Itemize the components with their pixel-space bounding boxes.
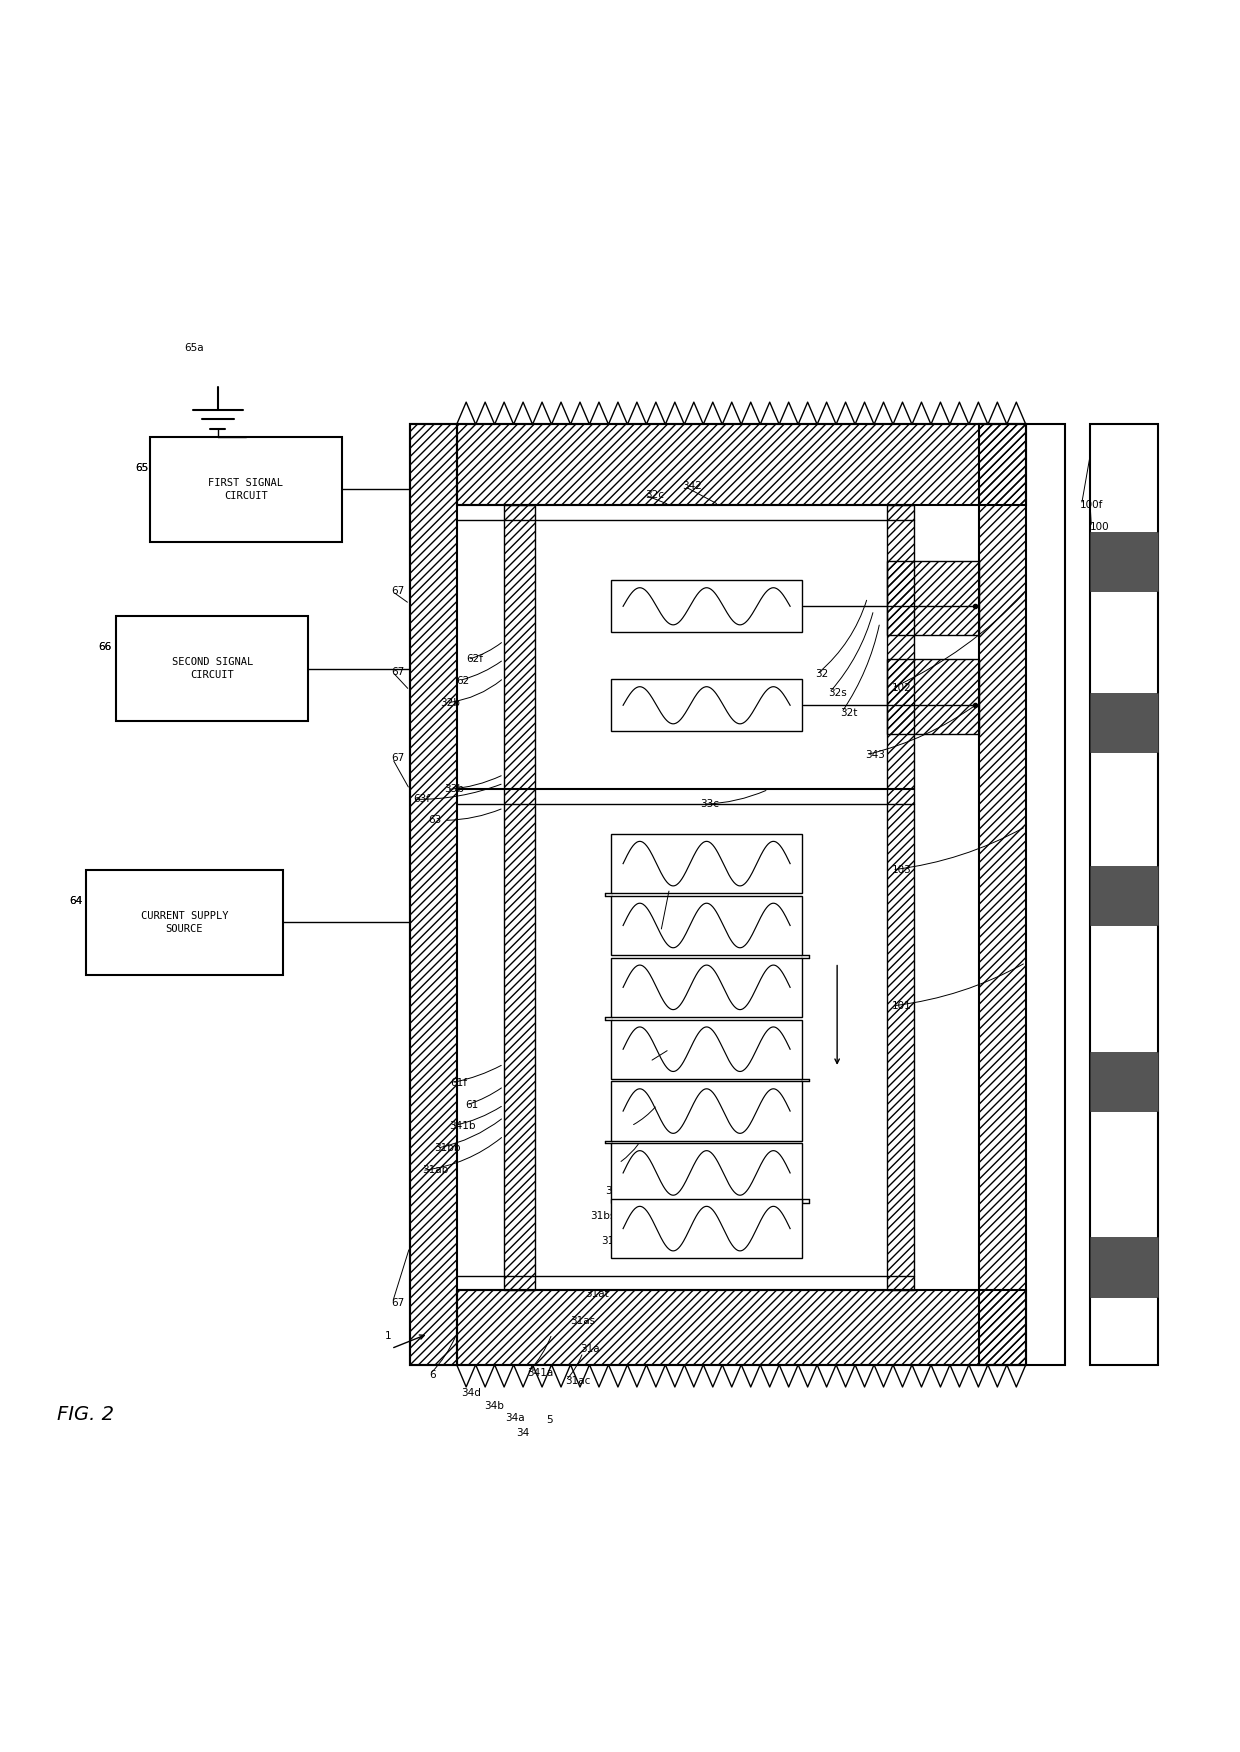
Text: 63f: 63f: [413, 794, 430, 804]
Bar: [86, 869, 284, 974]
Bar: [487, 790, 888, 1291]
Text: 1: 1: [384, 1332, 392, 1342]
Text: 2b: 2b: [637, 1091, 651, 1102]
Bar: [611, 958, 802, 1018]
Text: 101: 101: [893, 1000, 911, 1011]
Text: 32b: 32b: [440, 697, 460, 708]
Text: 33b: 33b: [444, 785, 464, 794]
Bar: [1090, 1237, 1158, 1296]
Text: 31b: 31b: [601, 1235, 621, 1246]
Text: 67: 67: [391, 753, 404, 764]
Bar: [611, 1081, 802, 1141]
Bar: [611, 1020, 802, 1079]
Text: 65: 65: [135, 463, 149, 473]
Bar: [150, 436, 342, 541]
Text: 61: 61: [465, 1100, 479, 1109]
Text: 34: 34: [516, 1428, 529, 1438]
Bar: [978, 424, 1025, 1365]
Text: CURRENT SUPPLY
SOURCE: CURRENT SUPPLY SOURCE: [141, 911, 228, 934]
Text: 4: 4: [660, 927, 666, 937]
Text: 66: 66: [98, 643, 112, 652]
Text: 33t: 33t: [660, 881, 677, 892]
Text: 33s: 33s: [647, 902, 666, 913]
Bar: [487, 505, 888, 790]
Bar: [611, 680, 802, 731]
Text: 33c: 33c: [701, 799, 719, 809]
Text: 103: 103: [893, 865, 911, 874]
Text: 65: 65: [135, 463, 149, 473]
Text: 64: 64: [69, 895, 83, 906]
Text: SECOND SIGNAL
CIRCUIT: SECOND SIGNAL CIRCUIT: [171, 657, 253, 680]
Text: 34b: 34b: [484, 1400, 503, 1410]
Text: 67: 67: [391, 587, 404, 596]
Bar: [117, 617, 309, 722]
Text: 31at: 31at: [585, 1289, 609, 1300]
Text: 62: 62: [456, 676, 470, 685]
Text: 31ac: 31ac: [565, 1375, 591, 1386]
Bar: [611, 1198, 802, 1258]
Bar: [1090, 692, 1158, 752]
Bar: [1090, 865, 1158, 925]
Text: 343: 343: [866, 750, 885, 760]
Text: 100f: 100f: [1080, 499, 1104, 510]
Text: 63: 63: [428, 815, 441, 825]
Bar: [409, 424, 456, 1365]
Bar: [1090, 1051, 1158, 1111]
Text: 32: 32: [816, 669, 828, 680]
Text: 65a: 65a: [185, 343, 205, 352]
Text: FIG. 2: FIG. 2: [57, 1405, 114, 1424]
Bar: [456, 1291, 1025, 1365]
Text: 31bb: 31bb: [434, 1144, 461, 1153]
Text: 31bt: 31bt: [605, 1186, 629, 1197]
Text: 32s: 32s: [828, 689, 847, 697]
Text: 34d: 34d: [461, 1388, 481, 1398]
Text: 62f: 62f: [466, 655, 484, 664]
Text: 34a: 34a: [505, 1412, 525, 1423]
Text: 67: 67: [391, 668, 404, 676]
Text: 341a: 341a: [527, 1368, 553, 1379]
Bar: [888, 505, 914, 1291]
Text: 5: 5: [546, 1416, 552, 1426]
Bar: [456, 424, 1025, 505]
Text: F: F: [650, 1056, 656, 1067]
Bar: [1090, 424, 1158, 1365]
Text: 31bc: 31bc: [618, 1158, 644, 1169]
Text: 31ab: 31ab: [422, 1165, 449, 1176]
Bar: [888, 659, 978, 734]
Bar: [503, 505, 534, 1291]
Text: 33: 33: [653, 860, 667, 871]
Bar: [888, 561, 978, 634]
Text: 32c: 32c: [645, 491, 663, 499]
Bar: [611, 580, 802, 632]
Bar: [1090, 533, 1158, 592]
Text: 31bs: 31bs: [590, 1211, 616, 1221]
Bar: [611, 834, 802, 894]
Text: 6: 6: [429, 1370, 436, 1379]
Bar: [611, 1144, 802, 1202]
Text: 66: 66: [98, 643, 112, 652]
Text: 102: 102: [893, 683, 911, 694]
Text: 31a: 31a: [580, 1344, 600, 1354]
Bar: [409, 424, 1065, 1365]
Text: 31as: 31as: [570, 1316, 595, 1326]
Text: 342: 342: [682, 482, 702, 491]
Bar: [611, 895, 802, 955]
Text: 100: 100: [1090, 522, 1110, 533]
Text: 32t: 32t: [841, 708, 858, 718]
Text: 64: 64: [69, 895, 83, 906]
Text: 61f: 61f: [450, 1077, 467, 1088]
Text: 67: 67: [391, 1298, 404, 1307]
Text: 341b: 341b: [449, 1121, 476, 1132]
Text: FIRST SIGNAL
CIRCUIT: FIRST SIGNAL CIRCUIT: [208, 478, 283, 501]
Text: 2: 2: [630, 1121, 636, 1132]
